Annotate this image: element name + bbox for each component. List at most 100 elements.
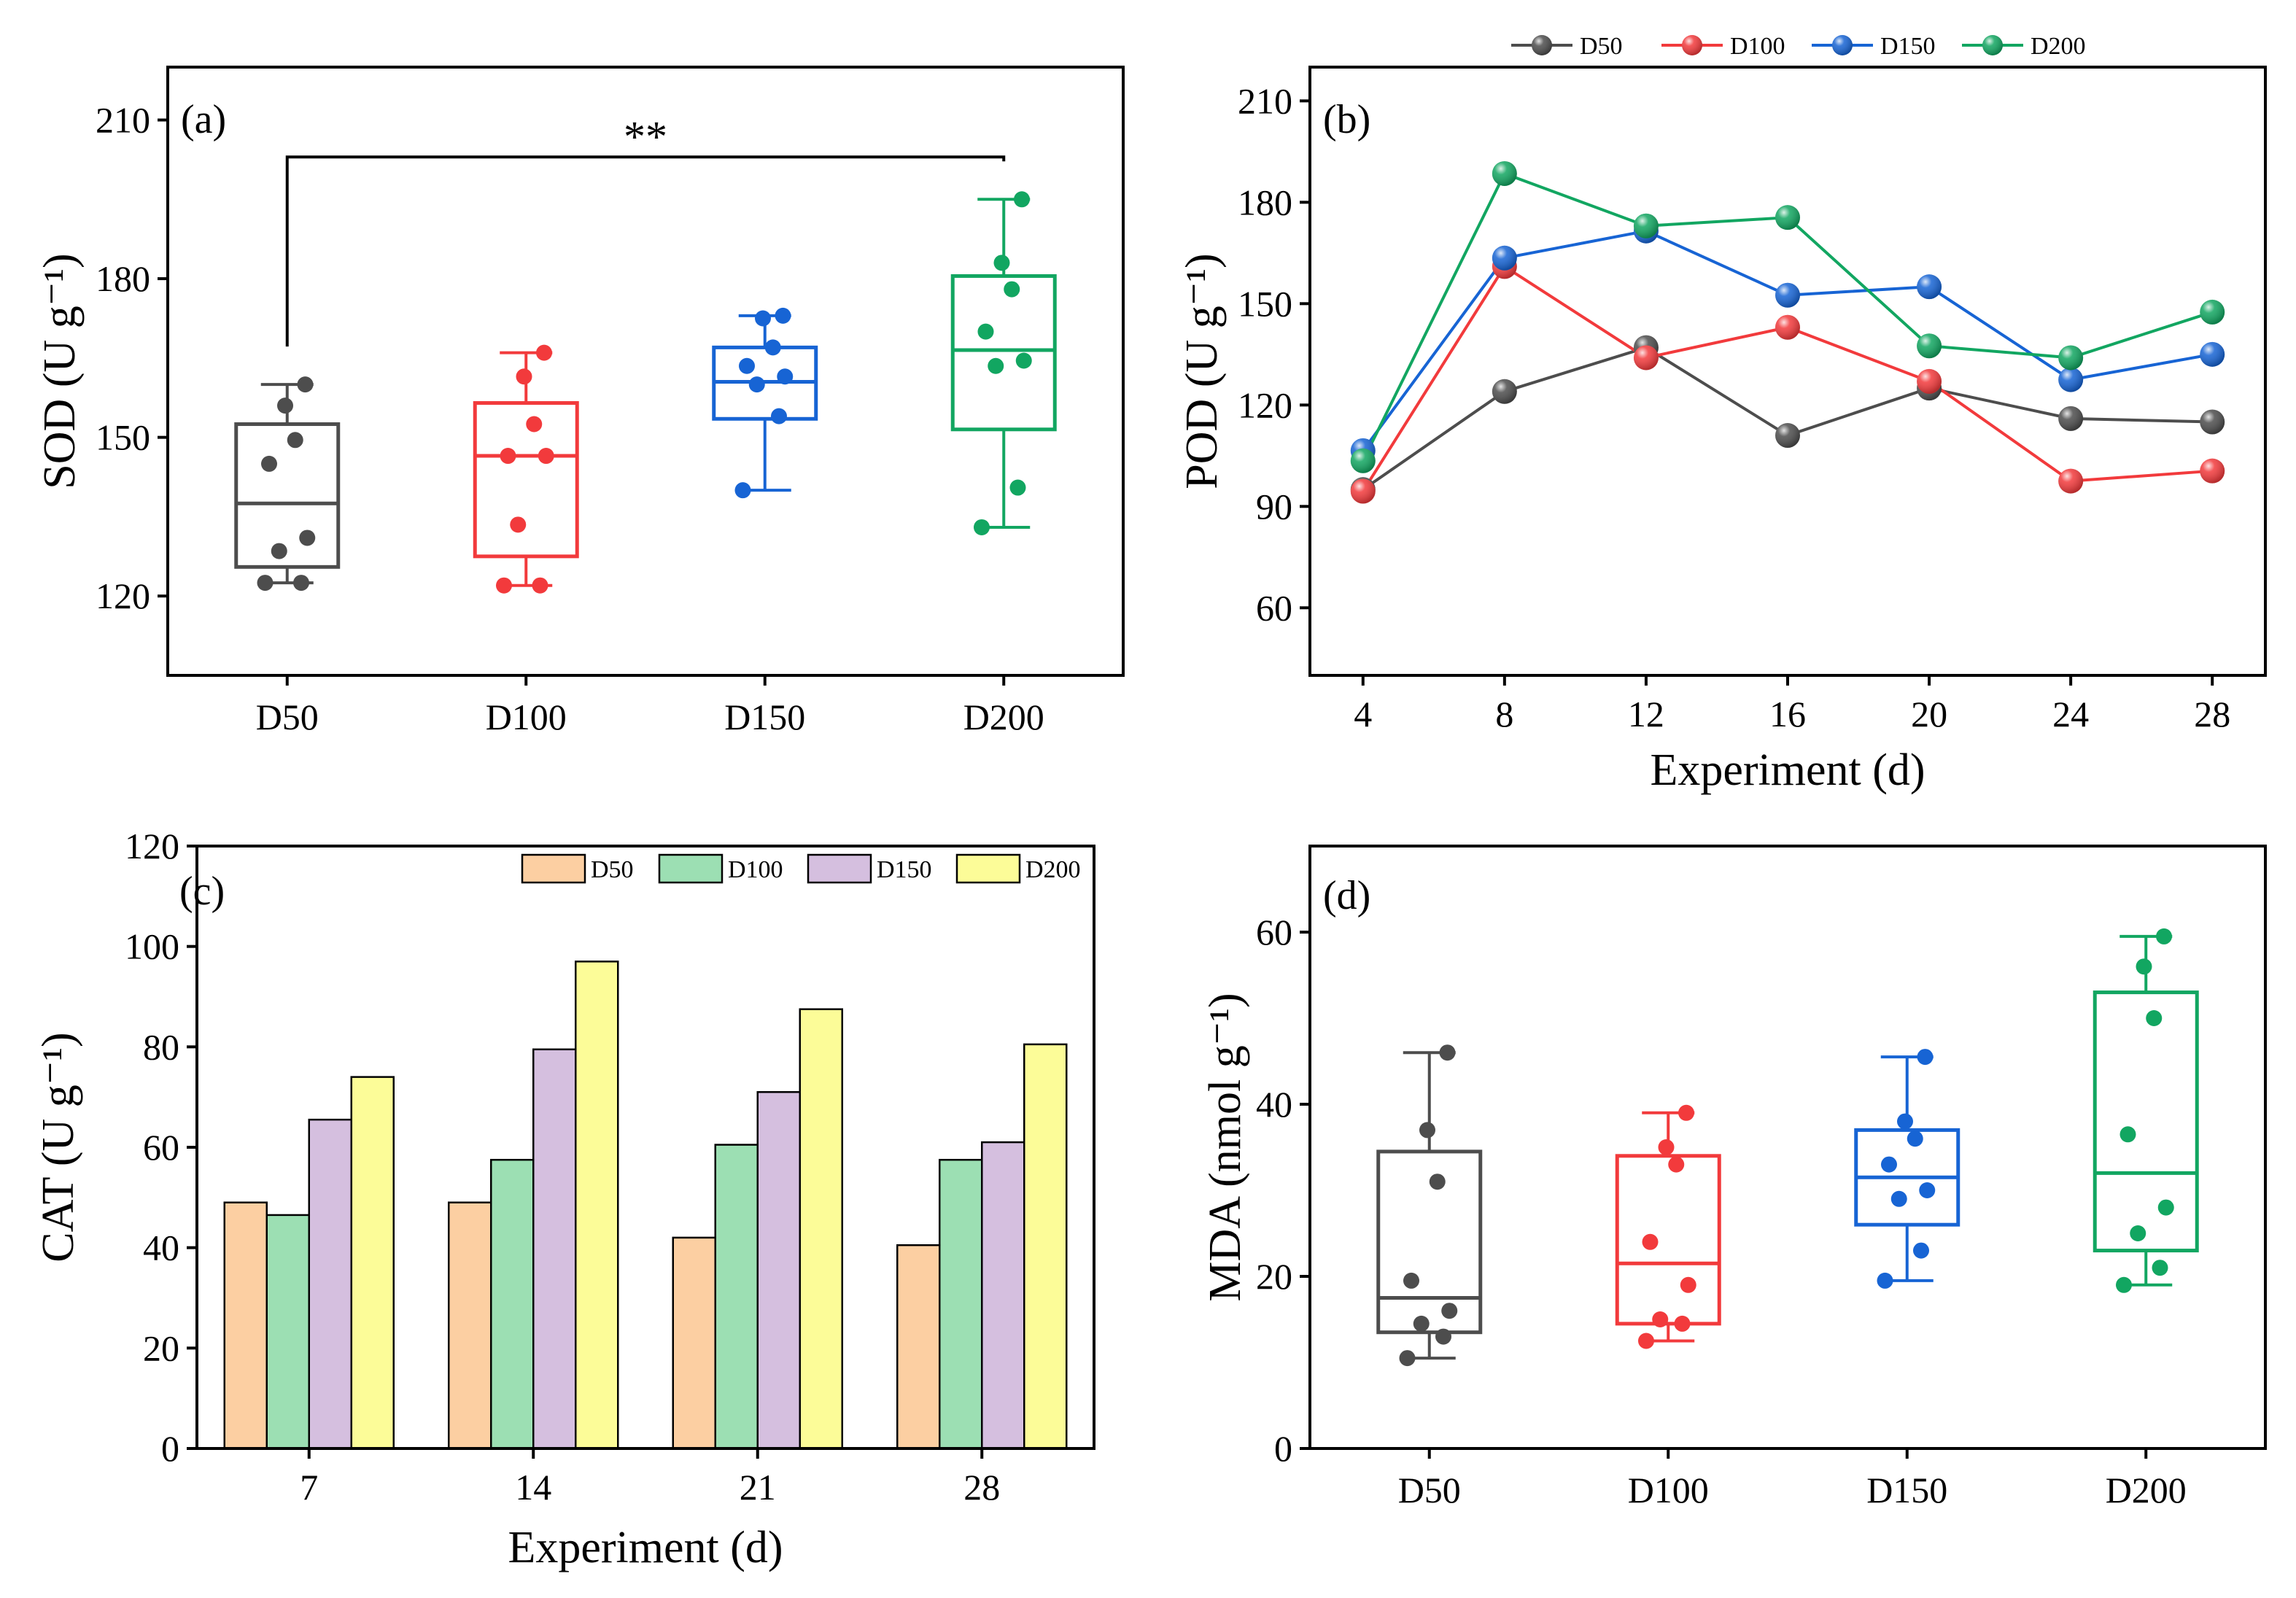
mda-boxplot-panel: 0 20 40 60 D50 D100 D150 D200 (d) MDA (nmol g⁻¹… bbox=[1201, 845, 2267, 1510]
mda-x-tick-label: D50 bbox=[1398, 1470, 1461, 1510]
cat-bar-d150-day-14 bbox=[532, 1048, 577, 1450]
pod-marker-shine bbox=[1775, 314, 1800, 340]
cat-bar-d200-day-28 bbox=[1023, 1043, 1068, 1450]
pod-marker-shine bbox=[1492, 160, 1517, 186]
pod-marker-shine bbox=[2058, 345, 2084, 371]
mda-panel-label: (d) bbox=[1323, 873, 1370, 918]
cat-bar-d100-day-7 bbox=[265, 1214, 310, 1450]
sod-box-d200 bbox=[950, 274, 1057, 432]
sod-data-point bbox=[297, 376, 314, 393]
mda-data-point bbox=[1897, 1113, 1913, 1130]
pod-marker-shine bbox=[2058, 406, 2084, 431]
cat-y-tick-label: 40 bbox=[143, 1227, 179, 1268]
pod-y-tick-label: 180 bbox=[1238, 182, 1292, 222]
pod-marker-shine bbox=[1917, 274, 1942, 300]
mda-data-point bbox=[1652, 1311, 1669, 1327]
mda-y-tick-label: 20 bbox=[1256, 1256, 1292, 1297]
legend-label-d150: D150 bbox=[877, 856, 932, 883]
cat-bar-d200-day-14 bbox=[575, 961, 619, 1450]
pod-marker-shine bbox=[1633, 345, 1659, 371]
sod-x-tick-label: D200 bbox=[963, 697, 1044, 737]
legend-swatch-d150 bbox=[807, 853, 872, 884]
sod-data-point bbox=[988, 357, 1004, 374]
mda-data-point bbox=[1638, 1333, 1654, 1349]
sod-data-point bbox=[287, 432, 303, 449]
cat-y-tick-label: 60 bbox=[143, 1127, 179, 1168]
pod-marker-shine bbox=[2200, 341, 2225, 367]
pod-plot-frame bbox=[1308, 66, 2267, 677]
legend-label-d50: D50 bbox=[591, 856, 634, 883]
pod-x-tick-label: 4 bbox=[1354, 694, 1372, 734]
cat-bar-d50-day-7 bbox=[223, 1201, 268, 1450]
cat-legend: D50 D100 D150 D200 bbox=[521, 853, 1081, 884]
mda-data-point bbox=[1917, 1049, 1934, 1066]
legend-label-d200: D200 bbox=[1025, 856, 1081, 883]
sod-data-point bbox=[271, 543, 287, 559]
pod-marker-shine bbox=[1492, 245, 1517, 271]
cat-bar-d150-day-28 bbox=[981, 1141, 1025, 1450]
cat-x-tick-label: 7 bbox=[300, 1467, 318, 1508]
pod-y-tick-label: 60 bbox=[1256, 587, 1292, 628]
sod-data-point bbox=[1015, 352, 1032, 369]
mda-data-point bbox=[1413, 1315, 1430, 1332]
cat-y-tick-label: 20 bbox=[143, 1327, 179, 1368]
sod-data-point bbox=[739, 357, 755, 374]
mda-data-point bbox=[1399, 1350, 1416, 1367]
mda-data-point bbox=[1678, 1104, 1694, 1121]
mda-data-point bbox=[2119, 1126, 2136, 1143]
pod-x-tick-label: 12 bbox=[1628, 694, 1664, 734]
cat-y-axis-label: CAT (U g⁻¹) bbox=[34, 1032, 83, 1262]
sod-significance-label: ** bbox=[624, 112, 667, 160]
mda-data-point bbox=[1881, 1156, 1897, 1173]
pod-y-axis-label: POD (U g⁻¹) bbox=[1177, 253, 1227, 489]
mda-data-point bbox=[2157, 1199, 2174, 1216]
sod-data-point bbox=[764, 339, 781, 356]
pod-marker-shine bbox=[2058, 468, 2084, 494]
pod-x-tick-label: 16 bbox=[1769, 694, 1806, 734]
pod-marker-shine bbox=[1350, 448, 1376, 473]
sod-data-point bbox=[293, 575, 309, 592]
sod-data-point bbox=[538, 448, 554, 465]
sod-data-point bbox=[775, 307, 791, 324]
mda-data-point bbox=[1642, 1233, 1659, 1250]
cat-bar-d150-day-7 bbox=[308, 1118, 352, 1450]
sod-data-point bbox=[977, 323, 994, 340]
cat-bar-d150-day-21 bbox=[756, 1091, 801, 1450]
mda-data-point bbox=[1919, 1182, 1936, 1198]
mda-box-d50 bbox=[1376, 1149, 1483, 1335]
sod-y-tick-label: 120 bbox=[96, 575, 150, 616]
sod-data-point bbox=[516, 368, 532, 385]
mda-x-tick-label: D200 bbox=[2106, 1470, 2187, 1510]
pod-x-axis-label: Experiment (d) bbox=[1650, 745, 1925, 795]
cat-y-tick-label: 100 bbox=[125, 926, 179, 967]
cat-x-tick-label: 14 bbox=[515, 1467, 551, 1508]
pod-y-tick-label: 150 bbox=[1238, 283, 1292, 324]
mda-data-point bbox=[1439, 1044, 1456, 1061]
legend-marker-shine bbox=[1682, 35, 1702, 55]
mda-data-point bbox=[2130, 1225, 2146, 1241]
cat-bar-d50-day-28 bbox=[896, 1244, 941, 1450]
sod-data-point bbox=[299, 530, 316, 546]
pod-marker-shine bbox=[1492, 379, 1517, 404]
sod-data-point bbox=[500, 448, 516, 465]
legend-swatch-d50 bbox=[521, 853, 586, 884]
pod-y-tick-label: 120 bbox=[1238, 384, 1292, 425]
sod-data-point bbox=[974, 519, 990, 535]
pod-marker-shine bbox=[1775, 282, 1800, 308]
cat-x-axis-label: Experiment (d) bbox=[508, 1523, 783, 1572]
mda-data-point bbox=[2156, 928, 2172, 945]
sod-boxplot-panel: 120 150 180 210 D50 D100 D150 D200 ** (a) SOD (U… bbox=[35, 66, 1125, 737]
pod-y-tick-label: 90 bbox=[1256, 486, 1292, 527]
legend-marker-shine bbox=[1832, 35, 1853, 55]
pod-marker-shine bbox=[2200, 409, 2225, 435]
mda-box-d100 bbox=[1615, 1154, 1721, 1326]
pod-marker-shine bbox=[1633, 213, 1659, 238]
mda-data-point bbox=[2136, 958, 2152, 975]
mda-x-tick-label: D150 bbox=[1866, 1470, 1947, 1510]
cat-plot-frame bbox=[195, 845, 1095, 1450]
cat-y-tick-label: 120 bbox=[125, 826, 179, 866]
sod-data-point bbox=[734, 482, 751, 499]
pod-y-tick-label: 210 bbox=[1238, 80, 1292, 121]
pod-marker-shine bbox=[1775, 205, 1800, 230]
sod-box-d50 bbox=[234, 422, 341, 569]
